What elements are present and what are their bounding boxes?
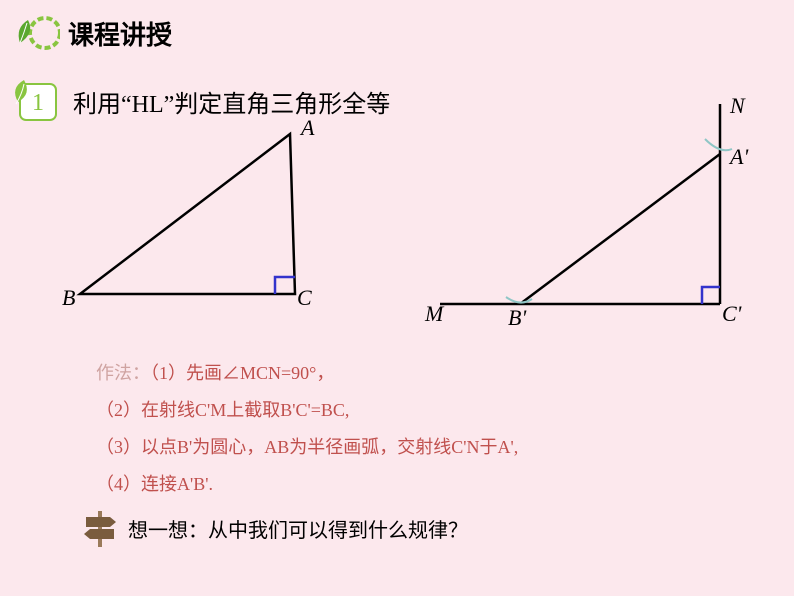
step-3: （3）以点B'为圆心，AB为半径画弧，交射线C'N于A', — [96, 429, 734, 466]
construction-steps: 作法：（1）先画∠MCN=90°， （2）在射线C'M上截取B'C'=BC, （… — [0, 349, 794, 503]
signpost-icon — [80, 509, 120, 549]
label-a: A — [301, 115, 314, 141]
triangle-aprime-bprime-cprime: N A' M B' C' — [420, 99, 760, 334]
label-b: B — [62, 285, 75, 311]
label-aprime: A' — [730, 144, 748, 170]
label-c: C — [297, 285, 312, 311]
label-bprime: B' — [508, 305, 526, 331]
think-text: 想一想：从中我们可以得到什么规律？ — [128, 514, 468, 543]
section-title: 利用“HL”判定直角三角形全等 — [73, 84, 390, 119]
step-prefix: 作法： — [96, 363, 150, 383]
step-1-text: （1）先画∠MCN=90°， — [150, 363, 334, 383]
logo-icon — [10, 8, 60, 58]
label-cprime: C' — [722, 301, 741, 327]
diagrams-area: A B C N A' M B' C' — [0, 129, 794, 349]
page-title: 课程讲授 — [68, 15, 172, 52]
label-m: M — [425, 301, 443, 327]
section-icon: 1 — [10, 74, 65, 129]
label-n: N — [730, 93, 745, 119]
svg-text:1: 1 — [32, 90, 44, 116]
step-1: 作法：（1）先画∠MCN=90°， — [96, 355, 734, 392]
step-4: （4）连接A'B'. — [96, 466, 734, 503]
triangle-abc: A B C — [60, 119, 360, 324]
step-2: （2）在射线C'M上截取B'C'=BC, — [96, 392, 734, 429]
